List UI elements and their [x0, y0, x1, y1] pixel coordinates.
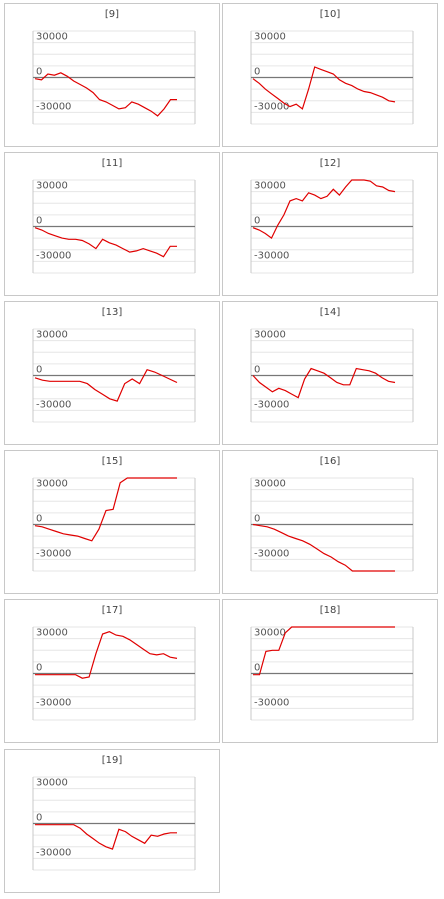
y-tick-label: 0	[36, 663, 42, 674]
series-line	[253, 626, 395, 676]
series-line	[34, 227, 177, 258]
y-tick-label: 0	[36, 67, 42, 78]
chart-title: [11]	[101, 158, 123, 169]
y-tick-label: 0	[254, 216, 260, 227]
chart-panel: [17] 30000 0 -30000	[4, 599, 220, 743]
y-tick-label: 30000	[254, 628, 286, 639]
y-tick-label: 0	[254, 514, 260, 525]
y-tick-label: 30000	[254, 479, 286, 490]
chart-panel: [19] 30000 0 -30000	[4, 749, 220, 893]
series-line	[35, 824, 177, 850]
line-chart: 30000 0 -30000	[32, 179, 196, 274]
y-tick-label: 30000	[36, 330, 68, 341]
chart-title: [14]	[319, 307, 341, 318]
line-chart: 30000 0 -30000	[250, 179, 414, 274]
y-tick-label: 0	[36, 216, 42, 227]
y-tick-label: 30000	[254, 32, 286, 43]
y-tick-label: -30000	[36, 697, 71, 708]
chart-panel: [18] 30000 0 -30000	[222, 599, 438, 743]
line-chart: 30000 0 -30000	[32, 30, 196, 125]
line-chart: 30000 0 -30000	[250, 477, 414, 572]
y-tick-label: -30000	[36, 101, 71, 112]
series-line	[34, 72, 177, 117]
y-tick-label: -30000	[36, 847, 71, 858]
line-chart: 30000 0 -30000	[32, 776, 196, 871]
line-chart: 30000 0 -30000	[32, 477, 196, 572]
series-line	[252, 179, 396, 240]
chart-panel: [12] 30000 0 -30000	[222, 152, 438, 296]
chart-title: [9]	[104, 9, 120, 20]
line-chart: 30000 0 -30000	[250, 328, 414, 423]
series-line	[35, 631, 178, 679]
y-tick-label: 0	[36, 813, 42, 824]
y-tick-label: 30000	[36, 32, 68, 43]
series-line	[252, 523, 395, 572]
y-tick-label: -30000	[254, 101, 289, 112]
y-tick-label: -30000	[254, 250, 289, 261]
line-chart: 30000 0 -30000	[32, 626, 196, 721]
y-tick-label: -30000	[254, 399, 289, 410]
chart-title: [15]	[101, 456, 123, 467]
y-tick-label: 0	[254, 663, 260, 674]
chart-title: [19]	[101, 755, 123, 766]
line-chart: 30000 0 -30000	[32, 328, 196, 423]
y-tick-label: 30000	[254, 330, 286, 341]
chart-title: [13]	[101, 307, 123, 318]
y-tick-label: 30000	[36, 479, 68, 490]
chart-panel: [13] 30000 0 -30000	[4, 301, 220, 445]
y-tick-label: -30000	[254, 548, 289, 559]
chart-panel: [11] 30000 0 -30000	[4, 152, 220, 296]
chart-panel: [16] 30000 0 -30000	[222, 450, 438, 594]
chart-panel: [14] 30000 0 -30000	[222, 301, 438, 445]
chart-panel: [10] 30000 0 -30000	[222, 3, 438, 147]
y-tick-label: -30000	[36, 250, 71, 261]
y-tick-label: 30000	[254, 181, 286, 192]
series-line	[252, 367, 396, 399]
chart-panel: [9] 30000 0 -30000	[4, 3, 220, 147]
chart-title: [18]	[319, 605, 341, 616]
y-tick-label: 0	[254, 365, 260, 376]
chart-title: [10]	[319, 9, 341, 20]
chart-title: [17]	[101, 605, 123, 616]
y-tick-label: 30000	[36, 778, 68, 789]
y-tick-label: -30000	[36, 548, 71, 559]
y-tick-label: 0	[254, 67, 260, 78]
y-tick-label: 30000	[36, 181, 68, 192]
line-chart: 30000 0 -30000	[250, 30, 414, 125]
chart-title: [16]	[319, 456, 341, 467]
series-line	[252, 66, 396, 110]
y-tick-label: 0	[36, 365, 42, 376]
chart-panel: [15] 30000 0 -30000	[4, 450, 220, 594]
y-tick-label: 30000	[36, 628, 68, 639]
chart-title: [12]	[319, 158, 341, 169]
y-tick-label: -30000	[36, 399, 71, 410]
line-chart: 30000 0 -30000	[250, 626, 414, 721]
series-line	[34, 477, 177, 542]
y-tick-label: 0	[36, 514, 42, 525]
y-tick-label: -30000	[254, 697, 289, 708]
series-line	[34, 368, 178, 402]
